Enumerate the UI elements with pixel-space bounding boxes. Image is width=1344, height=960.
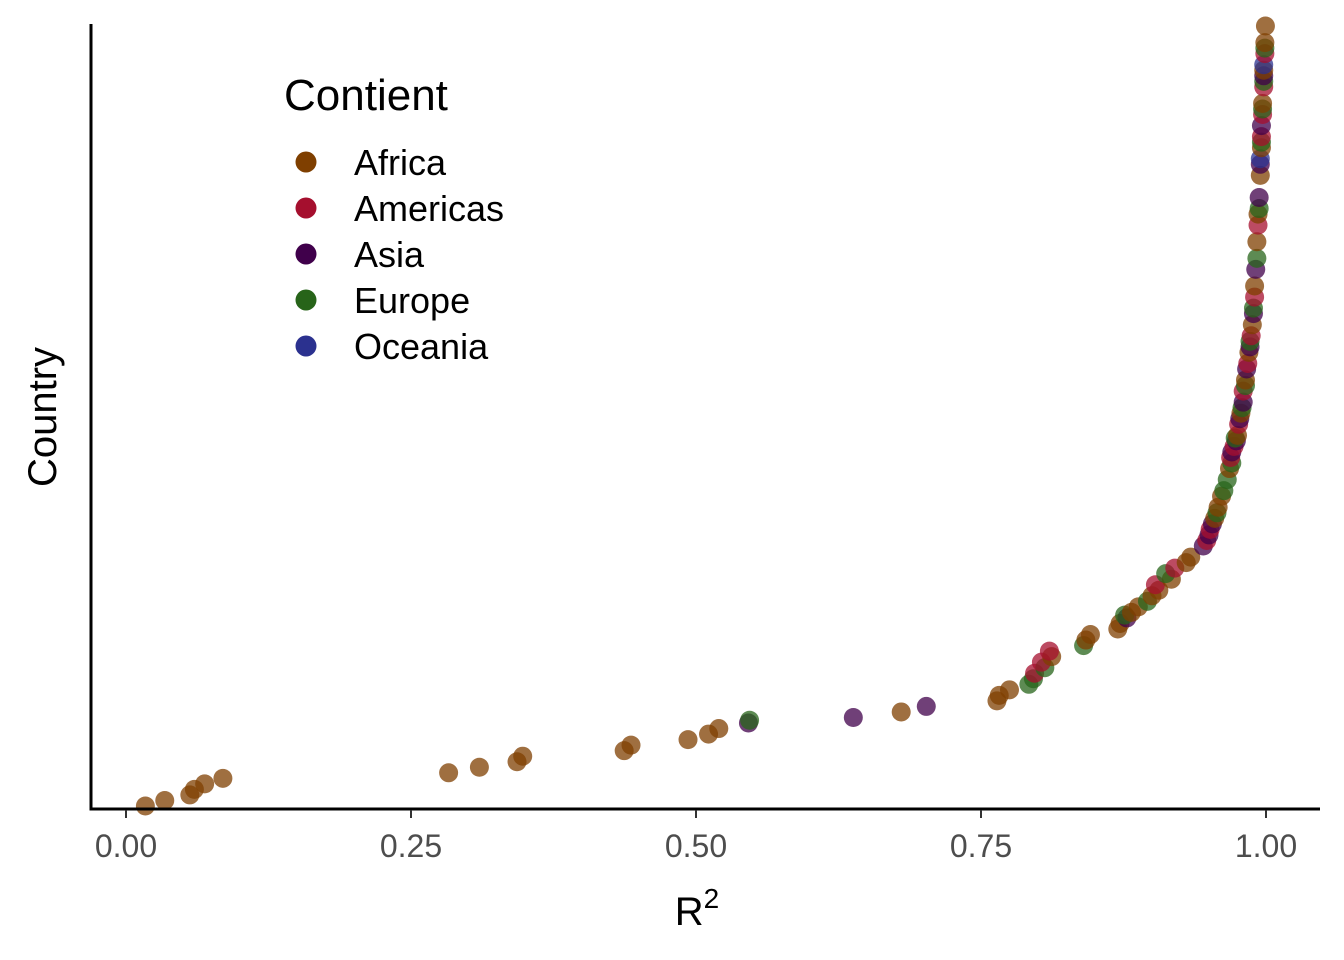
- data-point-africa: [678, 730, 698, 750]
- data-point-africa: [1255, 16, 1275, 36]
- x-axis-title-superscript: 2: [704, 883, 720, 914]
- x-tick-label: 0.25: [380, 828, 442, 864]
- data-point-asia: [916, 696, 936, 716]
- data-point-africa: [439, 763, 459, 783]
- data-point-africa: [135, 796, 155, 816]
- data-point-europe: [1247, 248, 1267, 268]
- legend-label-europe: Europe: [354, 280, 470, 321]
- data-point-africa: [469, 757, 489, 777]
- data-point-africa: [891, 702, 911, 722]
- legend-key-americas: [295, 197, 317, 219]
- legend-key-asia: [295, 243, 317, 265]
- data-point-africa: [1245, 276, 1265, 296]
- y-axis-title: Country: [21, 347, 65, 487]
- legend-entries: Africa Americas Asia Europe Oceania: [295, 142, 504, 367]
- x-tick-label: 0.75: [950, 828, 1012, 864]
- legend-label-americas: Americas: [354, 188, 504, 229]
- legend-title: Contient: [284, 71, 448, 120]
- x-tick-label: 0.50: [665, 828, 727, 864]
- data-point-africa: [213, 768, 233, 788]
- points-layer: [135, 16, 1275, 816]
- legend-key-europe: [295, 289, 317, 311]
- legend-key-oceania: [295, 335, 317, 357]
- data-point-africa: [1181, 547, 1201, 567]
- x-axis-title: R2: [675, 883, 719, 934]
- data-point-europe: [740, 710, 760, 730]
- legend-label-asia: Asia: [354, 234, 425, 275]
- x-axis-ticks: 0.00 0.25 0.50 0.75 1.00: [95, 810, 1297, 864]
- legend-label-africa: Africa: [354, 142, 447, 183]
- legend: Contient Africa Americas Asia Europe Oceania: [284, 71, 504, 367]
- x-tick-label: 0.00: [95, 828, 157, 864]
- data-point-africa: [1253, 93, 1273, 113]
- x-axis-title-base: R: [675, 890, 704, 934]
- x-tick-label: 1.00: [1235, 828, 1297, 864]
- data-point-americas: [1039, 641, 1059, 661]
- data-point-africa: [1080, 625, 1100, 645]
- legend-key-africa: [295, 151, 317, 173]
- data-point-africa: [1255, 33, 1275, 53]
- data-point-africa: [513, 746, 533, 766]
- data-point-africa: [195, 774, 215, 794]
- data-point-africa: [1247, 232, 1267, 252]
- legend-label-oceania: Oceania: [354, 326, 489, 367]
- data-point-asia: [843, 707, 863, 727]
- data-point-africa: [621, 735, 641, 755]
- data-point-africa: [155, 790, 175, 810]
- data-point-asia: [1249, 187, 1269, 207]
- data-point-africa: [709, 719, 729, 739]
- data-point-africa: [1000, 680, 1019, 700]
